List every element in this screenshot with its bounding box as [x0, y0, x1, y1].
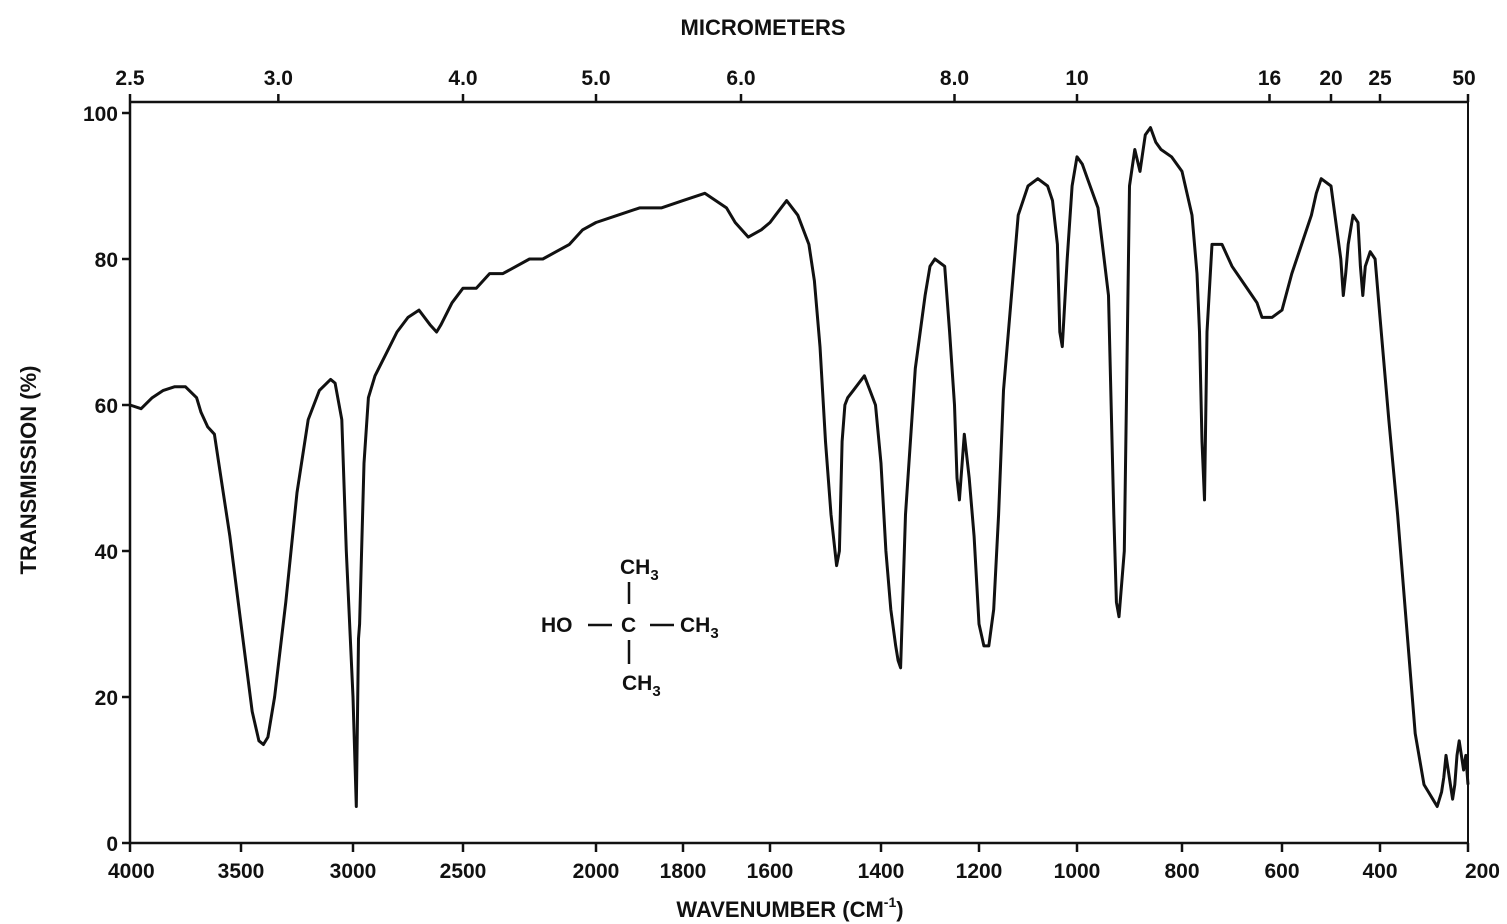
top-tick-label: 6.0 [726, 67, 755, 90]
x-axis-title-close: ) [896, 897, 903, 922]
x-ticks: 4000 3500 3000 2500 2000 1800 1600 1400 1200 1000… [108, 843, 1500, 883]
x-tick-label: 800 [1164, 860, 1199, 883]
y-tick-label: 0 [106, 833, 118, 856]
top-tick-label: 25 [1368, 67, 1392, 90]
x-tick-label: 2500 [440, 860, 487, 883]
x-tick-label: 600 [1264, 860, 1299, 883]
molecule-structure: CH3 HO C CH3 CH3 [541, 556, 719, 700]
x-tick-label: 1400 [858, 860, 905, 883]
x-axis-title: WAVENUMBER (CM-1) [676, 894, 903, 922]
hydroxyl-label: HO [541, 614, 573, 637]
top-tick-label: 10 [1065, 67, 1088, 90]
y-tick-label: 20 [95, 687, 118, 710]
x-tick-label: 1600 [747, 860, 794, 883]
plot-frame [128, 100, 1469, 845]
x-tick-label: 1800 [660, 860, 707, 883]
x-tick-label: 3000 [330, 860, 377, 883]
methyl-right: CH3 [680, 614, 719, 642]
top-tick-label: 8.0 [940, 67, 969, 90]
x-tick-label: 200 [1465, 860, 1500, 883]
x-tick-label: 400 [1362, 860, 1397, 883]
top-tick-label: 4.0 [448, 67, 477, 90]
spectrum-line [129, 126, 1470, 808]
y-ticks: 0 20 40 60 80 100 [83, 103, 130, 856]
x-tick-label: 3500 [218, 860, 265, 883]
central-carbon: C [621, 614, 636, 637]
y-axis-title: TRANSMISSION (%) [16, 366, 41, 575]
top-tick-label: 20 [1319, 67, 1342, 90]
x-axis-title-sup: -1 [884, 894, 897, 910]
x-tick-label: 1000 [1054, 860, 1101, 883]
methyl-bottom: CH3 [622, 672, 661, 700]
top-tick-label: 16 [1258, 67, 1281, 90]
top-axis-title: MICROMETERS [681, 15, 846, 40]
top-tick-label: 5.0 [581, 67, 610, 90]
x-tick-label: 1200 [956, 860, 1003, 883]
y-tick-label: 60 [95, 395, 118, 418]
x-axis-title-text: WAVENUMBER (CM [676, 897, 883, 922]
y-tick-label: 100 [83, 103, 118, 126]
y-tick-label: 40 [95, 541, 118, 564]
x-tick-label: 4000 [108, 860, 155, 883]
top-tick-label: 50 [1452, 67, 1475, 90]
methyl-top: CH3 [620, 556, 659, 584]
x-tick-label: 2000 [573, 860, 620, 883]
top-tick-label: 3.0 [264, 67, 293, 90]
top-tick-label: 2.5 [115, 67, 145, 90]
y-tick-label: 80 [95, 249, 118, 272]
top-ticks: 2.5 3.0 4.0 5.0 6.0 8.0 10 16 20 25 50 [115, 67, 1476, 102]
